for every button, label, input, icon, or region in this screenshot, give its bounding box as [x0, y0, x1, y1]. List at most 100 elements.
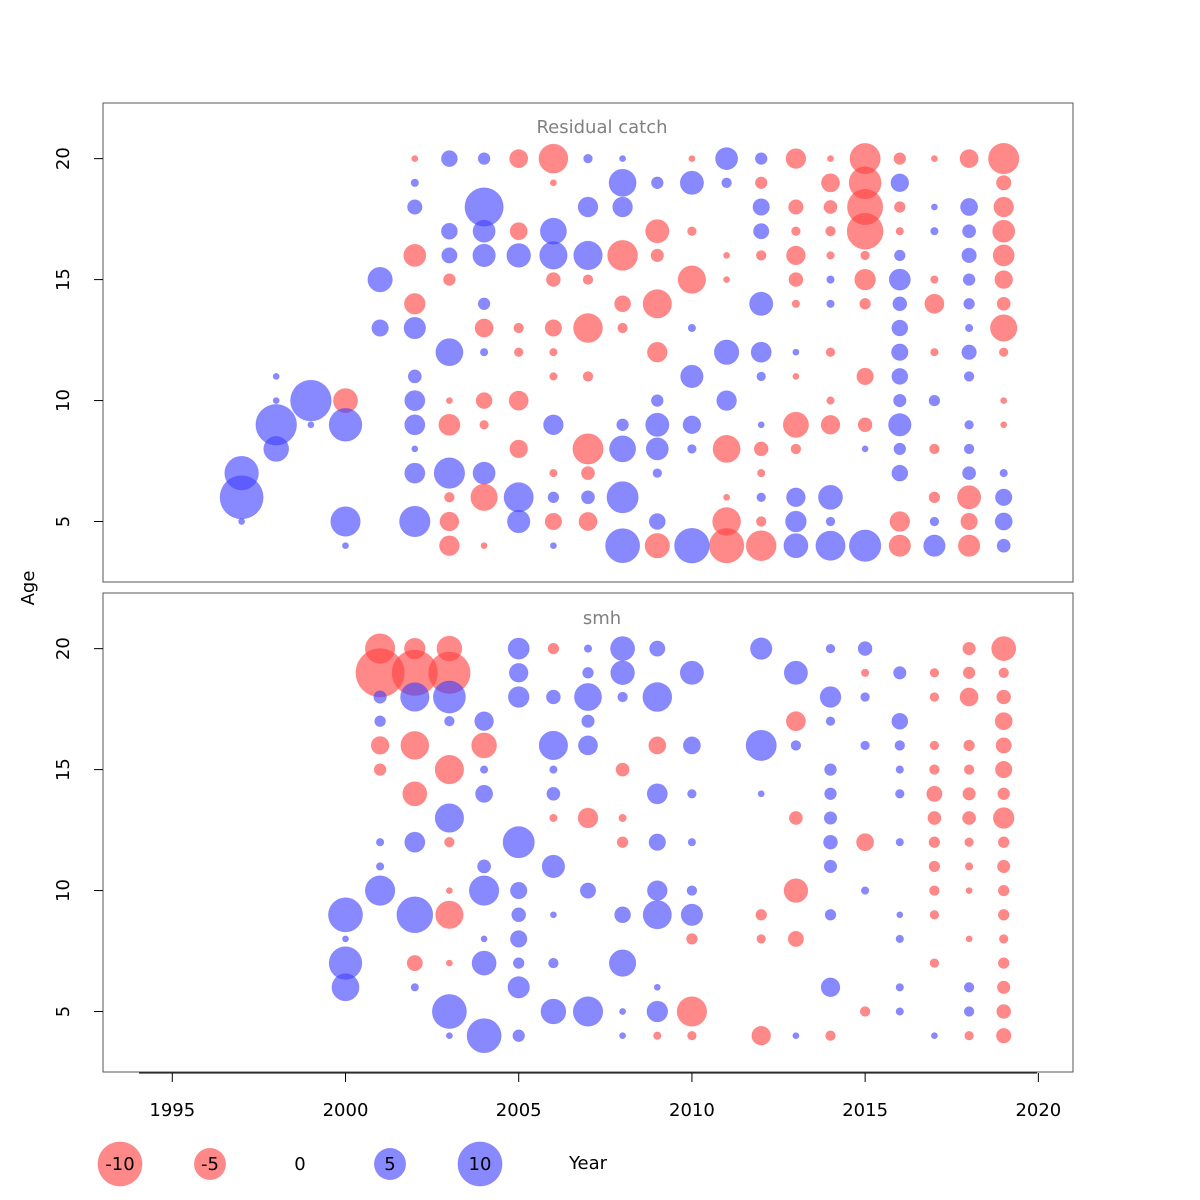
bubble	[614, 295, 631, 313]
bubble	[963, 764, 975, 775]
bubble	[957, 485, 982, 510]
bubble	[750, 341, 772, 363]
panel-smh: smh 5 10 15 20	[53, 592, 1074, 1073]
bubble	[928, 491, 941, 503]
bubble	[645, 412, 670, 437]
bubble	[996, 1004, 1012, 1019]
bubble	[757, 469, 766, 478]
bubble	[721, 177, 732, 189]
bubble	[444, 715, 455, 727]
bubble	[963, 298, 975, 310]
bubble	[502, 826, 535, 859]
bubble	[400, 731, 430, 760]
bubble	[929, 958, 940, 968]
bubble	[608, 168, 637, 197]
bubble	[994, 712, 1013, 731]
bubble	[441, 247, 458, 264]
bubble	[997, 787, 1010, 800]
bubble	[895, 765, 904, 774]
bubble	[893, 152, 906, 165]
bubble	[477, 859, 491, 874]
bubble	[573, 240, 603, 270]
bubble	[642, 682, 673, 712]
bubble	[791, 226, 801, 236]
bubble	[507, 509, 531, 534]
bubble	[861, 445, 869, 453]
x-tick-label: 2000	[323, 1100, 369, 1121]
bubble	[894, 740, 905, 751]
bubble	[825, 643, 836, 654]
bubble	[342, 542, 349, 550]
bubble	[826, 396, 835, 405]
bubble	[686, 933, 698, 945]
bubble	[757, 790, 765, 798]
bubble	[959, 149, 979, 169]
bubble	[546, 689, 561, 705]
bubble	[859, 298, 871, 310]
bubble	[924, 293, 945, 314]
legend-bubble	[194, 1148, 227, 1181]
bubble	[818, 484, 843, 510]
bubble	[650, 248, 664, 262]
bubble	[441, 222, 458, 240]
bubble	[785, 148, 807, 169]
legend-bubble	[457, 1141, 503, 1187]
bubble	[445, 397, 453, 404]
bubble	[290, 379, 332, 422]
bubble	[891, 343, 909, 361]
bubble	[510, 930, 528, 948]
bubble	[888, 413, 912, 437]
bubble	[573, 313, 603, 343]
bubble	[512, 1029, 525, 1042]
bubble	[826, 275, 835, 284]
bubble	[782, 411, 809, 438]
bubble	[792, 372, 800, 380]
bubble	[443, 273, 456, 286]
y-tick-label: 10	[53, 879, 74, 902]
bubble	[404, 831, 426, 853]
bubble	[990, 314, 1018, 342]
bubble	[786, 487, 806, 507]
bubble	[964, 420, 974, 430]
bubble	[889, 511, 910, 532]
bubble	[788, 199, 804, 215]
bubble	[930, 275, 939, 284]
bubble	[506, 243, 531, 268]
bubble	[823, 859, 838, 874]
y-axis: 5 10 15 20	[53, 147, 103, 527]
bubble	[619, 1032, 626, 1040]
bubble	[929, 516, 940, 527]
bubble	[435, 338, 464, 367]
bubble	[373, 690, 387, 704]
bubble	[550, 911, 557, 919]
bubble	[328, 408, 363, 442]
bubble	[896, 911, 904, 919]
bubble	[995, 488, 1013, 506]
bubble	[480, 765, 489, 774]
bubble	[649, 640, 666, 657]
bubble	[439, 511, 460, 532]
bubble	[475, 784, 494, 803]
bubble	[582, 274, 594, 285]
bubble	[995, 737, 1012, 754]
bubble	[679, 170, 704, 195]
y-tick-label: 20	[53, 147, 74, 170]
y-axis: 5 10 15 20	[53, 637, 103, 1017]
bubble	[509, 222, 528, 241]
bubble	[994, 270, 1013, 289]
bubble	[786, 245, 806, 266]
bubble	[403, 243, 427, 267]
bubble	[1000, 421, 1008, 429]
bubble	[891, 712, 909, 730]
bubble	[549, 469, 558, 478]
bubble	[480, 348, 489, 357]
bubble	[856, 367, 874, 386]
bubble	[438, 413, 461, 436]
bubble	[962, 466, 976, 480]
bubble	[823, 200, 838, 214]
bubble	[648, 736, 667, 755]
bubble	[513, 347, 524, 357]
bubble	[892, 296, 908, 312]
bubble	[605, 528, 641, 564]
bubble	[890, 173, 909, 193]
